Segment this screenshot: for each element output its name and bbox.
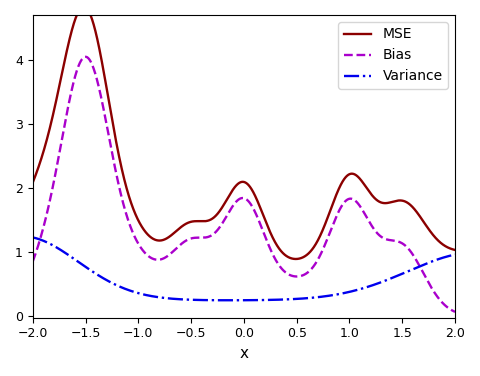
MSE: [345, 173, 351, 177]
Line: Variance: Variance: [33, 237, 455, 300]
Bias: [377, 233, 383, 238]
Variance: [377, 280, 383, 285]
Bias: [83, 55, 88, 59]
Variance: [191, 297, 197, 302]
Bias: [452, 309, 458, 314]
Line: MSE: MSE: [33, 7, 455, 259]
Variance: [305, 296, 311, 300]
MSE: [81, 5, 86, 9]
MSE: [107, 103, 112, 107]
Bias: [283, 271, 289, 275]
MSE: [283, 253, 289, 258]
MSE: [377, 200, 383, 204]
MSE: [293, 257, 299, 261]
Bias: [30, 259, 36, 264]
Bias: [305, 270, 311, 275]
MSE: [305, 252, 311, 256]
MSE: [30, 180, 36, 185]
Bias: [345, 197, 351, 202]
Variance: [107, 279, 112, 284]
Bias: [107, 138, 112, 142]
Variance: [283, 297, 289, 302]
X-axis label: x: x: [240, 346, 248, 361]
Variance: [452, 252, 458, 257]
Legend: MSE, Bias, Variance: MSE, Bias, Variance: [338, 22, 448, 89]
MSE: [192, 219, 197, 223]
MSE: [452, 248, 458, 252]
Line: Bias: Bias: [33, 57, 455, 312]
Bias: [192, 236, 197, 240]
Variance: [228, 298, 234, 303]
Variance: [345, 290, 351, 294]
Variance: [30, 235, 36, 240]
